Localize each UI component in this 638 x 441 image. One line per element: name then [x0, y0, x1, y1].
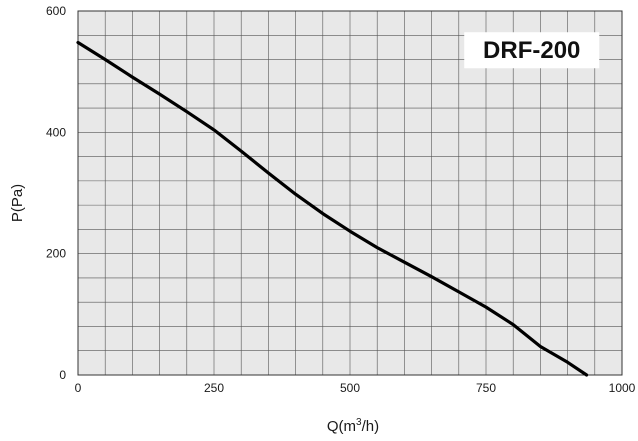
series-layer	[76, 40, 589, 377]
x-axis-label-main: Q(m	[327, 418, 356, 435]
model-label-background	[464, 32, 600, 69]
x-axis-label-tail: /h)	[362, 418, 380, 435]
y-tick-label: 200	[46, 247, 66, 261]
series-line-0	[76, 40, 589, 377]
x-tick-label: 750	[476, 381, 496, 395]
x-tick-label: 1000	[609, 381, 636, 395]
x-tick-label: 500	[340, 381, 360, 395]
y-tick-label: 600	[46, 4, 66, 18]
x-axis-label-sup: 3	[356, 417, 362, 428]
y-tick-label: 0	[59, 368, 66, 382]
tick-labels: 0 250 500 750 1000 0 200 400 600	[46, 4, 636, 395]
plot-frame	[77, 10, 623, 376]
x-tick-label: 0	[75, 381, 82, 395]
x-tick-label: 250	[204, 381, 224, 395]
model-label-box: DRF-200	[464, 32, 600, 69]
model-label: DRF-200	[483, 37, 580, 64]
y-axis-label: P(Pa)	[9, 184, 26, 222]
y-tick-label: 400	[46, 125, 66, 139]
x-axis-label: Q(m3/h)	[327, 417, 379, 435]
